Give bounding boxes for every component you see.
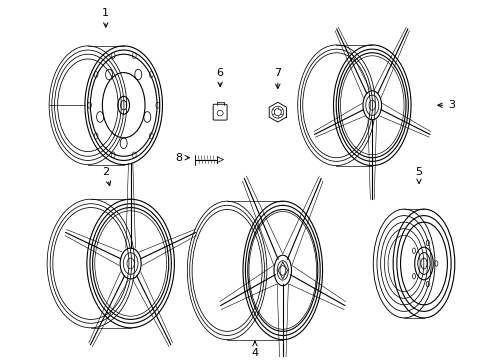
Text: 1: 1 bbox=[102, 8, 109, 27]
Text: 3: 3 bbox=[437, 100, 454, 110]
Text: 8: 8 bbox=[174, 153, 189, 163]
Text: 4: 4 bbox=[251, 341, 258, 357]
Text: 7: 7 bbox=[274, 68, 281, 89]
Text: 6: 6 bbox=[216, 68, 223, 86]
Text: 5: 5 bbox=[415, 167, 422, 184]
Text: 2: 2 bbox=[102, 167, 110, 186]
